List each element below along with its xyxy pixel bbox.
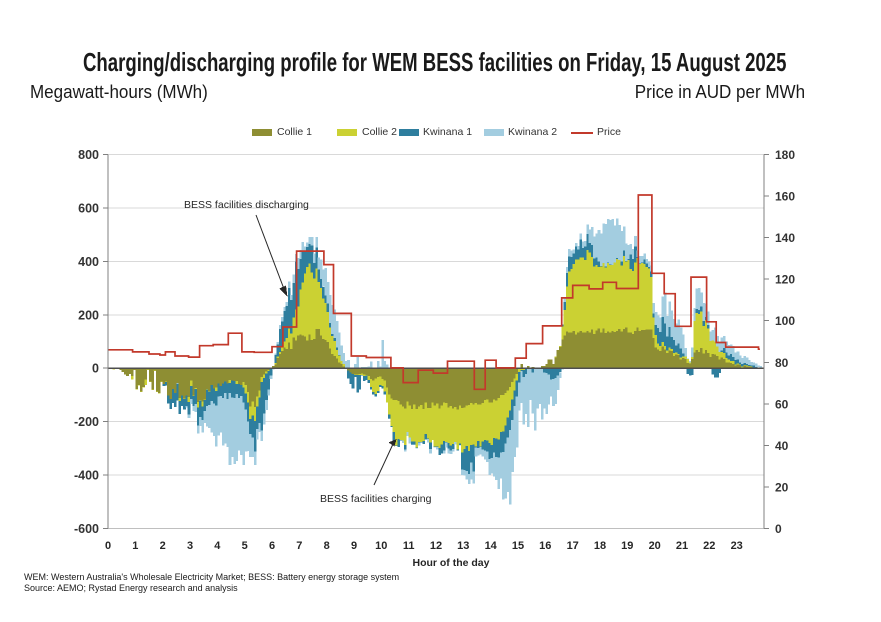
svg-text:120: 120 — [775, 273, 795, 287]
svg-text:9: 9 — [351, 540, 357, 552]
svg-text:60: 60 — [775, 397, 789, 411]
svg-text:12: 12 — [430, 540, 442, 552]
svg-text:11: 11 — [403, 540, 415, 552]
svg-text:15: 15 — [512, 540, 524, 552]
svg-text:800: 800 — [78, 148, 99, 162]
svg-text:400: 400 — [78, 255, 99, 269]
svg-text:18: 18 — [594, 540, 606, 552]
svg-text:23: 23 — [731, 540, 743, 552]
svg-text:40: 40 — [775, 439, 789, 453]
svg-text:160: 160 — [775, 190, 795, 204]
svg-text:2: 2 — [160, 540, 166, 552]
svg-text:19: 19 — [621, 540, 633, 552]
svg-text:BESS facilities charging: BESS facilities charging — [320, 493, 432, 505]
svg-text:7: 7 — [296, 540, 302, 552]
svg-text:0: 0 — [92, 362, 99, 376]
svg-text:8: 8 — [324, 540, 330, 552]
svg-text:-400: -400 — [74, 469, 99, 483]
svg-text:5: 5 — [242, 540, 248, 552]
svg-text:1: 1 — [132, 540, 138, 552]
svg-text:140: 140 — [775, 231, 795, 245]
svg-text:100: 100 — [775, 314, 795, 328]
svg-text:Hour of the day: Hour of the day — [412, 557, 489, 569]
svg-text:3: 3 — [187, 540, 193, 552]
svg-text:13: 13 — [457, 540, 469, 552]
svg-text:0: 0 — [105, 540, 111, 552]
svg-text:0: 0 — [775, 522, 782, 536]
svg-text:17: 17 — [567, 540, 579, 552]
svg-text:BESS facilities discharging: BESS facilities discharging — [184, 199, 309, 211]
svg-text:180: 180 — [775, 148, 795, 162]
svg-text:10: 10 — [375, 540, 387, 552]
svg-text:80: 80 — [775, 356, 789, 370]
svg-text:22: 22 — [703, 540, 715, 552]
svg-text:14: 14 — [485, 540, 498, 552]
svg-text:20: 20 — [649, 540, 661, 552]
svg-text:200: 200 — [78, 308, 99, 322]
svg-text:-200: -200 — [74, 415, 99, 429]
svg-text:4: 4 — [214, 540, 221, 552]
svg-text:16: 16 — [539, 540, 551, 552]
svg-text:6: 6 — [269, 540, 275, 552]
svg-text:-600: -600 — [74, 522, 99, 536]
svg-text:20: 20 — [775, 480, 789, 494]
svg-text:600: 600 — [78, 201, 99, 215]
svg-text:21: 21 — [676, 540, 688, 552]
